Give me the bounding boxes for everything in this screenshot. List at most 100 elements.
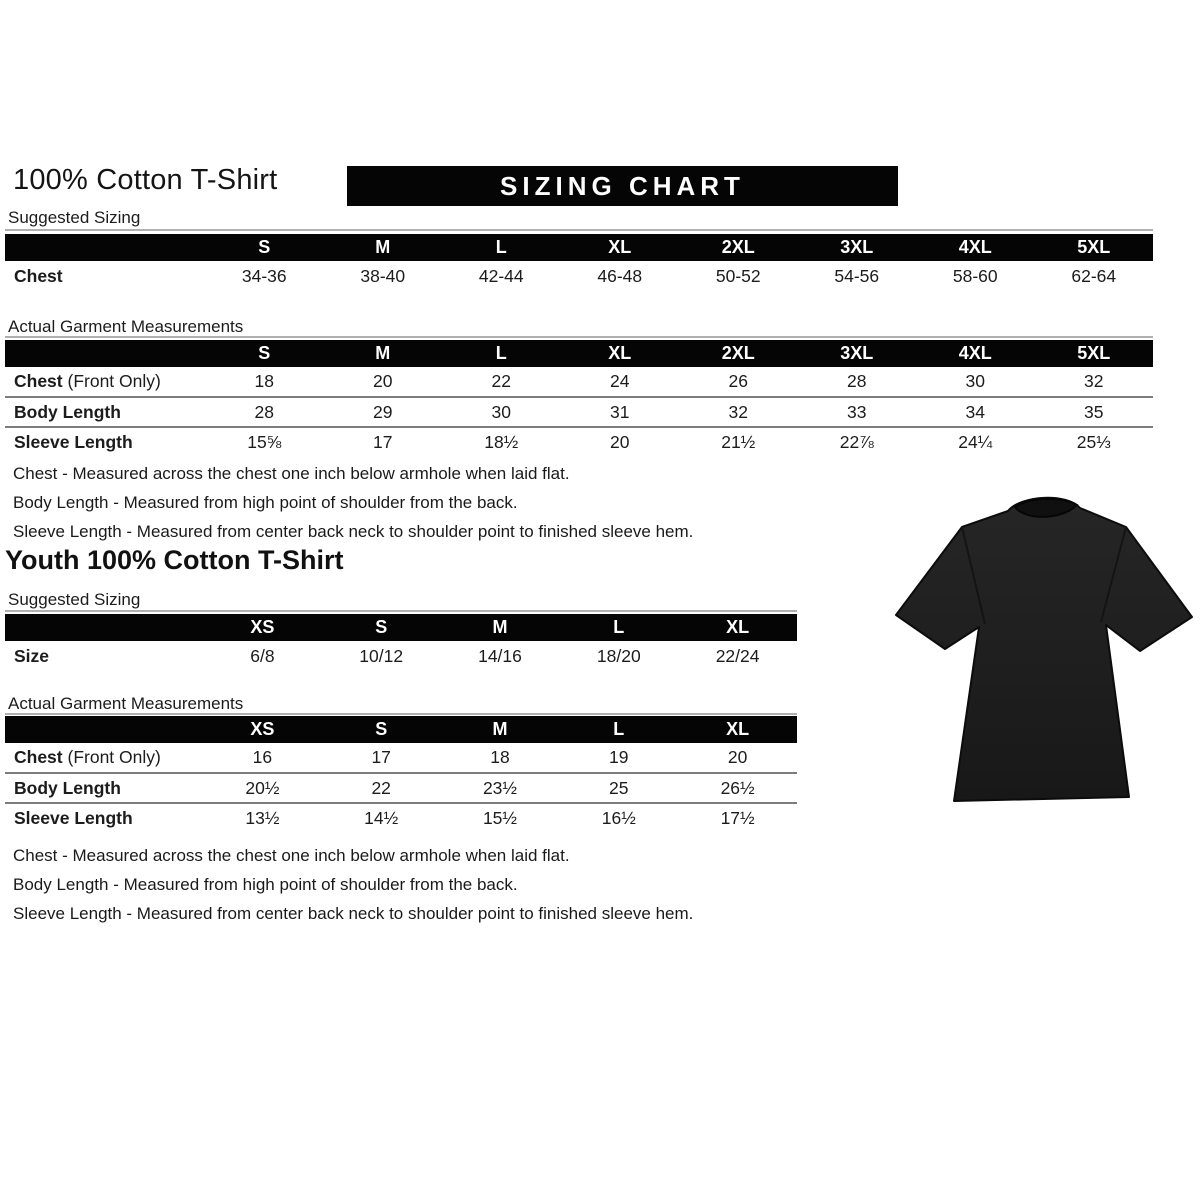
row-label: Chest (Front Only) xyxy=(5,743,203,773)
table-header-row: S M L XL 2XL 3XL 4XL 5XL xyxy=(5,340,1153,367)
table-row-sleeve-length: Sleeve Length 15⅝ 17 18½ 20 21½ 22⅞ 24¼ … xyxy=(5,426,1153,457)
row-label: Body Length xyxy=(5,772,203,803)
tshirt-collar xyxy=(1013,497,1079,518)
measurement-cell: 16 xyxy=(252,747,273,767)
tshirt-body xyxy=(895,496,1193,802)
tshirt-photo xyxy=(895,496,1193,802)
size-col-header: 2XL xyxy=(679,234,798,261)
adult-measurement-notes: Chest - Measured across the chest one in… xyxy=(13,459,693,546)
row-label-text: Chest xyxy=(14,371,63,391)
measurement-cell: 16½ xyxy=(559,802,679,833)
measurement-cell: 54-56 xyxy=(834,265,880,286)
size-col-header: XS xyxy=(203,716,322,743)
measurement-cell: 42-44 xyxy=(478,265,524,286)
row-label: Chest xyxy=(5,261,205,291)
row-label: Chest (Front Only) xyxy=(5,367,205,397)
measurement-cell: 10/12 xyxy=(359,645,404,666)
measurement-cell: 62-64 xyxy=(1071,265,1117,286)
measurement-cell: 34-36 xyxy=(241,265,287,286)
divider xyxy=(5,713,797,715)
note-line: Body Length - Measured from high point o… xyxy=(13,493,518,512)
sizing-chart-banner: SIZING CHART xyxy=(347,166,898,206)
size-col-header: M xyxy=(440,614,560,641)
measurement-cell: 14½ xyxy=(321,802,441,833)
size-col-header: 5XL xyxy=(1034,340,1153,367)
measurement-cell: 15⅝ xyxy=(205,426,324,457)
measurement-cell: 22/24 xyxy=(715,645,760,666)
measurement-cell: 26½ xyxy=(678,772,797,803)
measurement-cell: 34 xyxy=(916,396,1035,427)
measurement-cell: 46-48 xyxy=(597,265,643,286)
page-title: 100% Cotton T-Shirt xyxy=(13,164,278,196)
measurement-cell: 31 xyxy=(560,396,679,427)
size-col-header: XL xyxy=(678,716,797,743)
row-label-suffix: (Front Only) xyxy=(62,371,161,391)
size-col-header: L xyxy=(442,234,561,261)
measurement-cell: 13½ xyxy=(203,802,322,833)
size-col-header: 5XL xyxy=(1034,234,1153,261)
row-label-text: Body Length xyxy=(14,777,121,798)
size-col-header: L xyxy=(442,340,561,367)
table-row-body-length: Body Length 28 29 30 31 32 33 34 35 xyxy=(5,396,1153,427)
youth-section-title: Youth 100% Cotton T-Shirt xyxy=(5,545,344,575)
measurement-cell: 20 xyxy=(727,747,748,767)
measurement-cell: 25⅓ xyxy=(1034,426,1153,457)
measurement-cell: 22⅞ xyxy=(797,426,916,457)
sizing-chart-banner-label: SIZING CHART xyxy=(500,170,745,201)
empty-header-cell xyxy=(5,340,205,367)
divider xyxy=(5,336,1153,338)
size-col-header: 2XL xyxy=(679,340,798,367)
youth-actual-measurements-label: Actual Garment Measurements xyxy=(8,694,244,713)
measurement-cell: 58-60 xyxy=(952,265,998,286)
empty-header-cell xyxy=(5,234,205,261)
divider xyxy=(5,229,1153,231)
size-col-header: S xyxy=(321,614,441,641)
note-line: Sleeve Length - Measured from center bac… xyxy=(13,522,694,541)
measurement-cell: 6/8 xyxy=(250,645,275,666)
measurement-cell: 15½ xyxy=(440,802,560,833)
measurement-cell: 30 xyxy=(965,371,985,391)
size-col-header: M xyxy=(440,716,560,743)
size-col-header: XL xyxy=(560,340,679,367)
size-col-header: M xyxy=(323,340,442,367)
table-header-row: S M L XL 2XL 3XL 4XL 5XL xyxy=(5,234,1153,261)
measurement-cell: 28 xyxy=(205,396,324,427)
size-col-header: L xyxy=(559,614,679,641)
table-row-size: Size 6/8 10/12 14/16 18/20 22/24 xyxy=(5,641,797,671)
measurement-cell: 29 xyxy=(323,396,442,427)
size-col-header: 4XL xyxy=(916,340,1035,367)
measurement-cell: 32 xyxy=(679,396,798,427)
row-label-text: Chest xyxy=(14,265,63,286)
measurement-cell: 32 xyxy=(1084,371,1104,391)
size-col-header: XL xyxy=(678,614,797,641)
measurement-cell: 17 xyxy=(323,426,442,457)
note-line: Chest - Measured across the chest one in… xyxy=(13,464,570,483)
measurement-cell: 21½ xyxy=(679,426,798,457)
measurement-cell: 22 xyxy=(491,371,511,391)
measurement-cell: 38-40 xyxy=(360,265,406,286)
empty-header-cell xyxy=(5,716,203,743)
size-col-header: XL xyxy=(560,234,679,261)
row-label: Sleeve Length xyxy=(5,426,205,457)
adult-suggested-sizing-label: Suggested Sizing xyxy=(8,208,141,227)
measurement-cell: 17 xyxy=(371,747,391,767)
table-header-row: XS S M L XL xyxy=(5,716,797,743)
row-label-text: Chest xyxy=(14,747,63,767)
youth-suggested-sizing-table: XS S M L XL Size 6/8 10/12 14/16 18/20 2… xyxy=(5,614,797,671)
measurement-cell: 20½ xyxy=(203,772,322,803)
size-col-header: 4XL xyxy=(916,234,1035,261)
measurement-cell: 22 xyxy=(321,772,441,803)
table-row: Chest 34-36 38-40 42-44 46-48 50-52 54-5… xyxy=(5,261,1153,291)
table-row-body-length: Body Length 20½ 22 23½ 25 26½ xyxy=(5,772,797,803)
measurement-cell: 19 xyxy=(609,747,629,767)
measurement-cell: 30 xyxy=(442,396,561,427)
row-label-text: Size xyxy=(14,645,50,666)
measurement-cell: 50-52 xyxy=(715,265,761,286)
measurement-cell: 20 xyxy=(560,426,679,457)
measurement-cell: 14/16 xyxy=(478,645,522,666)
divider xyxy=(5,610,797,612)
measurement-cell: 26 xyxy=(728,371,748,391)
adult-suggested-sizing-table: S M L XL 2XL 3XL 4XL 5XL Chest 34-36 38-… xyxy=(5,234,1153,291)
row-label-text: Sleeve Length xyxy=(14,432,133,452)
